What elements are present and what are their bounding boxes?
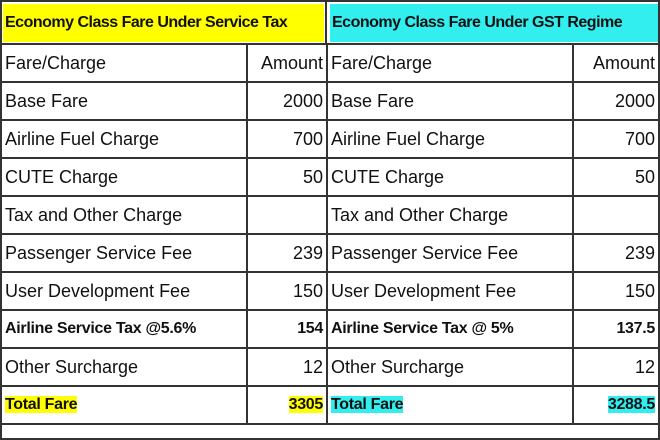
fare-amount: 50	[572, 157, 660, 197]
service-tax-title: Economy Class Fare Under Service Tax	[3, 4, 324, 42]
table-row: Total Fare 3305	[0, 385, 328, 425]
table-row: User Development Fee 150	[0, 271, 328, 311]
table-row: User Development Fee 150	[325, 271, 660, 311]
fare-label: Tax and Other Charge	[0, 195, 248, 235]
table-row: Base Fare 2000	[0, 81, 328, 121]
fare-label: Base Fare	[0, 81, 248, 121]
fare-label: CUTE Charge	[0, 157, 248, 197]
fare-amount: 2000	[246, 81, 328, 121]
header-row: Fare/Charge Amount	[0, 43, 328, 83]
table-row: Airline Fuel Charge 700	[0, 119, 328, 159]
table-row: Passenger Service Fee 239	[325, 233, 660, 273]
table-row: Passenger Service Fee 239	[0, 233, 328, 273]
service-tax-table: Fare/Charge Amount Base Fare 2000 Airline Fu…	[0, 43, 328, 425]
header-fare-charge: Fare/Charge	[0, 43, 248, 83]
fare-amount: 700	[572, 119, 660, 159]
fare-label: Passenger Service Fee	[325, 233, 575, 273]
fare-amount: 12	[246, 347, 328, 387]
header-row: Fare/Charge Amount	[325, 43, 660, 83]
table-row: Tax and Other Charge	[0, 195, 328, 235]
header-amount: Amount	[572, 43, 660, 83]
fare-amount: 700	[246, 119, 328, 159]
fare-amount: 150	[572, 271, 660, 311]
fare-label: Airline Service Tax @5.6%	[0, 309, 248, 349]
fare-label: Total Fare	[325, 385, 575, 425]
fare-label: Other Surcharge	[0, 347, 248, 387]
fare-label: CUTE Charge	[325, 157, 575, 197]
fare-amount	[572, 195, 660, 235]
title-divider	[325, 0, 327, 44]
fare-amount: 239	[246, 233, 328, 273]
table-row: Airline Service Tax @5.6% 154	[0, 309, 328, 349]
table-row: Base Fare 2000	[325, 81, 660, 121]
fare-label: Airline Fuel Charge	[325, 119, 575, 159]
fare-amount: 239	[572, 233, 660, 273]
fare-amount: 50	[246, 157, 328, 197]
fare-label: Airline Fuel Charge	[0, 119, 248, 159]
fare-label: User Development Fee	[0, 271, 248, 311]
fare-label: Other Surcharge	[325, 347, 575, 387]
gst-table: Fare/Charge Amount Base Fare 2000 Airline Fu…	[325, 43, 660, 425]
fare-amount: 3288.5	[572, 385, 660, 425]
fare-amount	[246, 195, 328, 235]
table-row: Tax and Other Charge	[325, 195, 660, 235]
fare-amount: 137.5	[572, 309, 660, 349]
fare-label: Airline Service Tax @ 5%	[325, 309, 575, 349]
table-row: Airline Service Tax @ 5% 137.5	[325, 309, 660, 349]
fare-amount: 12	[572, 347, 660, 387]
fare-label: User Development Fee	[325, 271, 575, 311]
table-row: Total Fare 3288.5	[325, 385, 660, 425]
header-fare-charge: Fare/Charge	[325, 43, 575, 83]
table-row: CUTE Charge 50	[325, 157, 660, 197]
fare-label: Base Fare	[325, 81, 575, 121]
fare-label: Total Fare	[0, 385, 248, 425]
fare-label: Tax and Other Charge	[325, 195, 575, 235]
fare-amount: 154	[246, 309, 328, 349]
fare-label: Passenger Service Fee	[0, 233, 248, 273]
fare-amount: 2000	[572, 81, 660, 121]
fare-amount: 150	[246, 271, 328, 311]
header-amount: Amount	[246, 43, 328, 83]
fare-amount: 3305	[246, 385, 328, 425]
gst-title: Economy Class Fare Under GST Regime	[330, 4, 658, 42]
table-row: Other Surcharge 12	[325, 347, 660, 387]
table-row: Airline Fuel Charge 700	[325, 119, 660, 159]
table-row: CUTE Charge 50	[0, 157, 328, 197]
table-row: Other Surcharge 12	[0, 347, 328, 387]
